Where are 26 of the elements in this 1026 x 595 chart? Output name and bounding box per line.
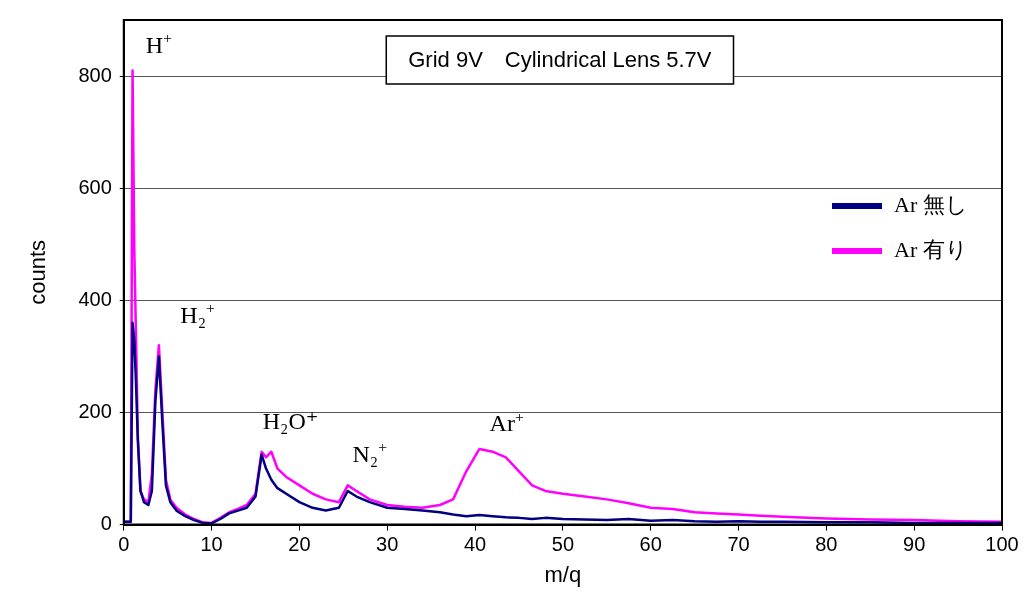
text: Grid 9V Cylindrical Lens 5.7V [408,47,712,73]
x-tick-label: 40 [463,533,487,556]
x-tick-label: 50 [551,533,575,556]
legend-label: Ar 無し [894,191,968,217]
y-tick-label: 600 [78,175,112,198]
y-tick-label: 400 [78,287,112,310]
annotation: N₂+ [352,437,388,467]
y-tick-label: 0 [100,512,112,535]
x-axis-title: m/q [544,561,582,587]
y-axis-title: counts [25,239,51,305]
x-tick-label: 60 [639,533,662,556]
x-tick-label: 100 [985,533,1019,556]
annotation: H₂+ [180,299,215,328]
x-tick-label: 30 [376,533,399,556]
annotation: Ar+ [489,407,524,437]
y-tick-label: 800 [78,63,112,86]
annotation: H₂O⁺ [262,407,319,434]
x-tick-label: 90 [903,533,926,556]
x-tick-label: 80 [815,533,838,556]
x-tick-label: 0 [118,533,130,556]
y-tick-label: 200 [78,399,112,422]
x-tick-label: 10 [200,533,223,556]
annotation: H+ [145,29,173,58]
x-tick-label: 20 [288,533,311,556]
legend-label: Ar 有り [894,236,968,262]
x-tick-label: 70 [727,533,750,556]
